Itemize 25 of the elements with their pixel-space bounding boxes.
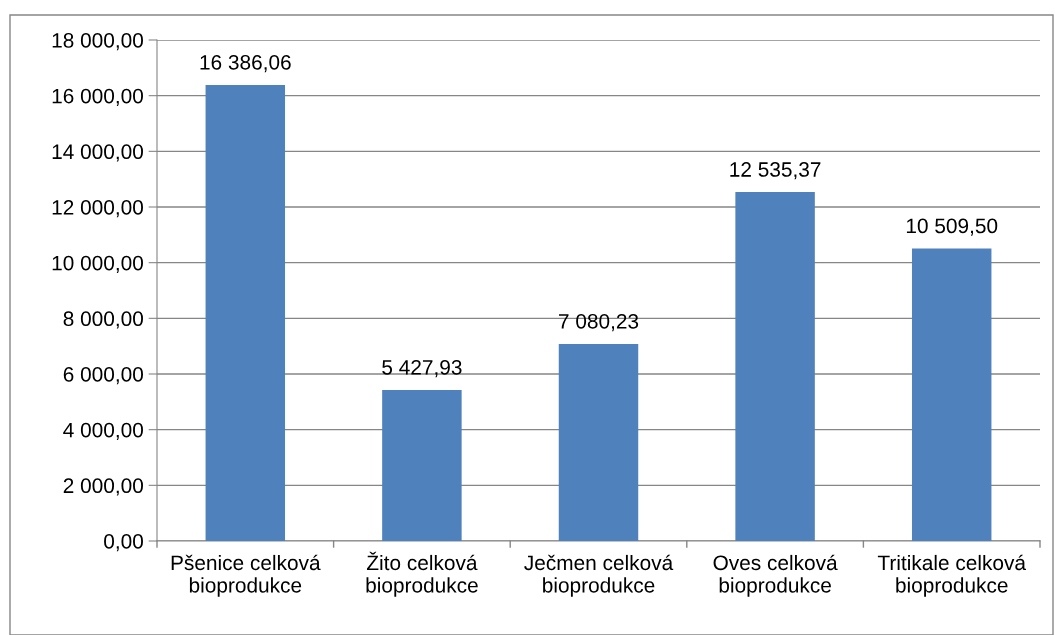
y-tick-label: 4 000,00 bbox=[63, 422, 143, 440]
bar bbox=[382, 389, 462, 541]
bar bbox=[558, 343, 639, 541]
y-tick-label: 18 000,00 bbox=[52, 33, 143, 51]
y-tick-label: 8 000,00 bbox=[63, 311, 143, 329]
x-tick-label: Oves celková bioprodukce bbox=[713, 554, 838, 597]
data-label: 16 386,06 bbox=[200, 54, 291, 73]
data-label: 12 535,37 bbox=[730, 162, 821, 180]
y-tick-label: 10 000,00 bbox=[52, 255, 143, 273]
y-tick-label: 16 000,00 bbox=[52, 88, 143, 106]
y-tick-label: 2 000,00 bbox=[63, 478, 143, 496]
x-tick-label: Tritikale celková bioprodukce bbox=[877, 554, 1026, 597]
bar bbox=[735, 192, 815, 541]
data-label: 7 080,23 bbox=[559, 313, 639, 332]
x-tick-label: Pšenice celková bioprodukce bbox=[171, 554, 321, 597]
y-tick-label: 12 000,00 bbox=[52, 200, 143, 218]
data-label: 10 509,50 bbox=[906, 218, 998, 236]
bar bbox=[205, 84, 286, 541]
x-tick-label: Žito celková bioprodukce bbox=[366, 551, 478, 597]
y-tick-label: 6 000,00 bbox=[63, 367, 143, 385]
y-tick-label: 0,00 bbox=[104, 534, 143, 552]
x-tick-label: Ječmen celková bioprodukce bbox=[524, 554, 674, 597]
y-tick-label: 14 000,00 bbox=[52, 144, 143, 162]
data-label: 5 427,93 bbox=[382, 359, 462, 378]
bar bbox=[911, 248, 992, 541]
